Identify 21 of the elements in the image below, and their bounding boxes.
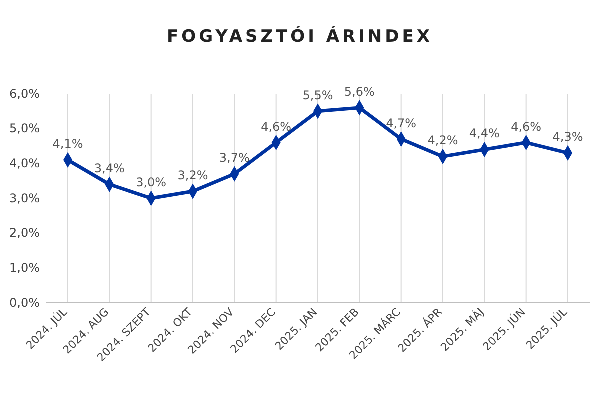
data-label: 4,3% [552,130,584,144]
chart-title: FOGYASZTÓI ÁRINDEX [167,26,433,47]
data-label: 4,6% [261,120,292,134]
data-label: 4,1% [52,137,84,152]
y-tick-label: 4,0% [10,156,40,171]
y-tick-label: 0,0% [10,296,40,310]
data-label: 3,7% [219,151,250,166]
data-label: 3,4% [94,162,125,176]
data-label: 3,2% [178,168,208,183]
data-label: 5,6% [344,84,375,99]
y-tick-label: 3,0% [10,191,40,206]
data-label: 3,0% [136,176,167,190]
data-label: 5,5% [302,88,334,102]
data-label: 4,4% [469,126,500,141]
y-tick-label: 1,0% [10,261,40,276]
y-tick-label: 5,0% [10,122,40,136]
data-label: 4,6% [511,120,542,134]
data-label: 4,7% [386,116,417,130]
y-tick-label: 6,0% [10,86,40,101]
y-tick-label: 2,0% [10,226,40,240]
data-label: 4,2% [428,134,458,148]
